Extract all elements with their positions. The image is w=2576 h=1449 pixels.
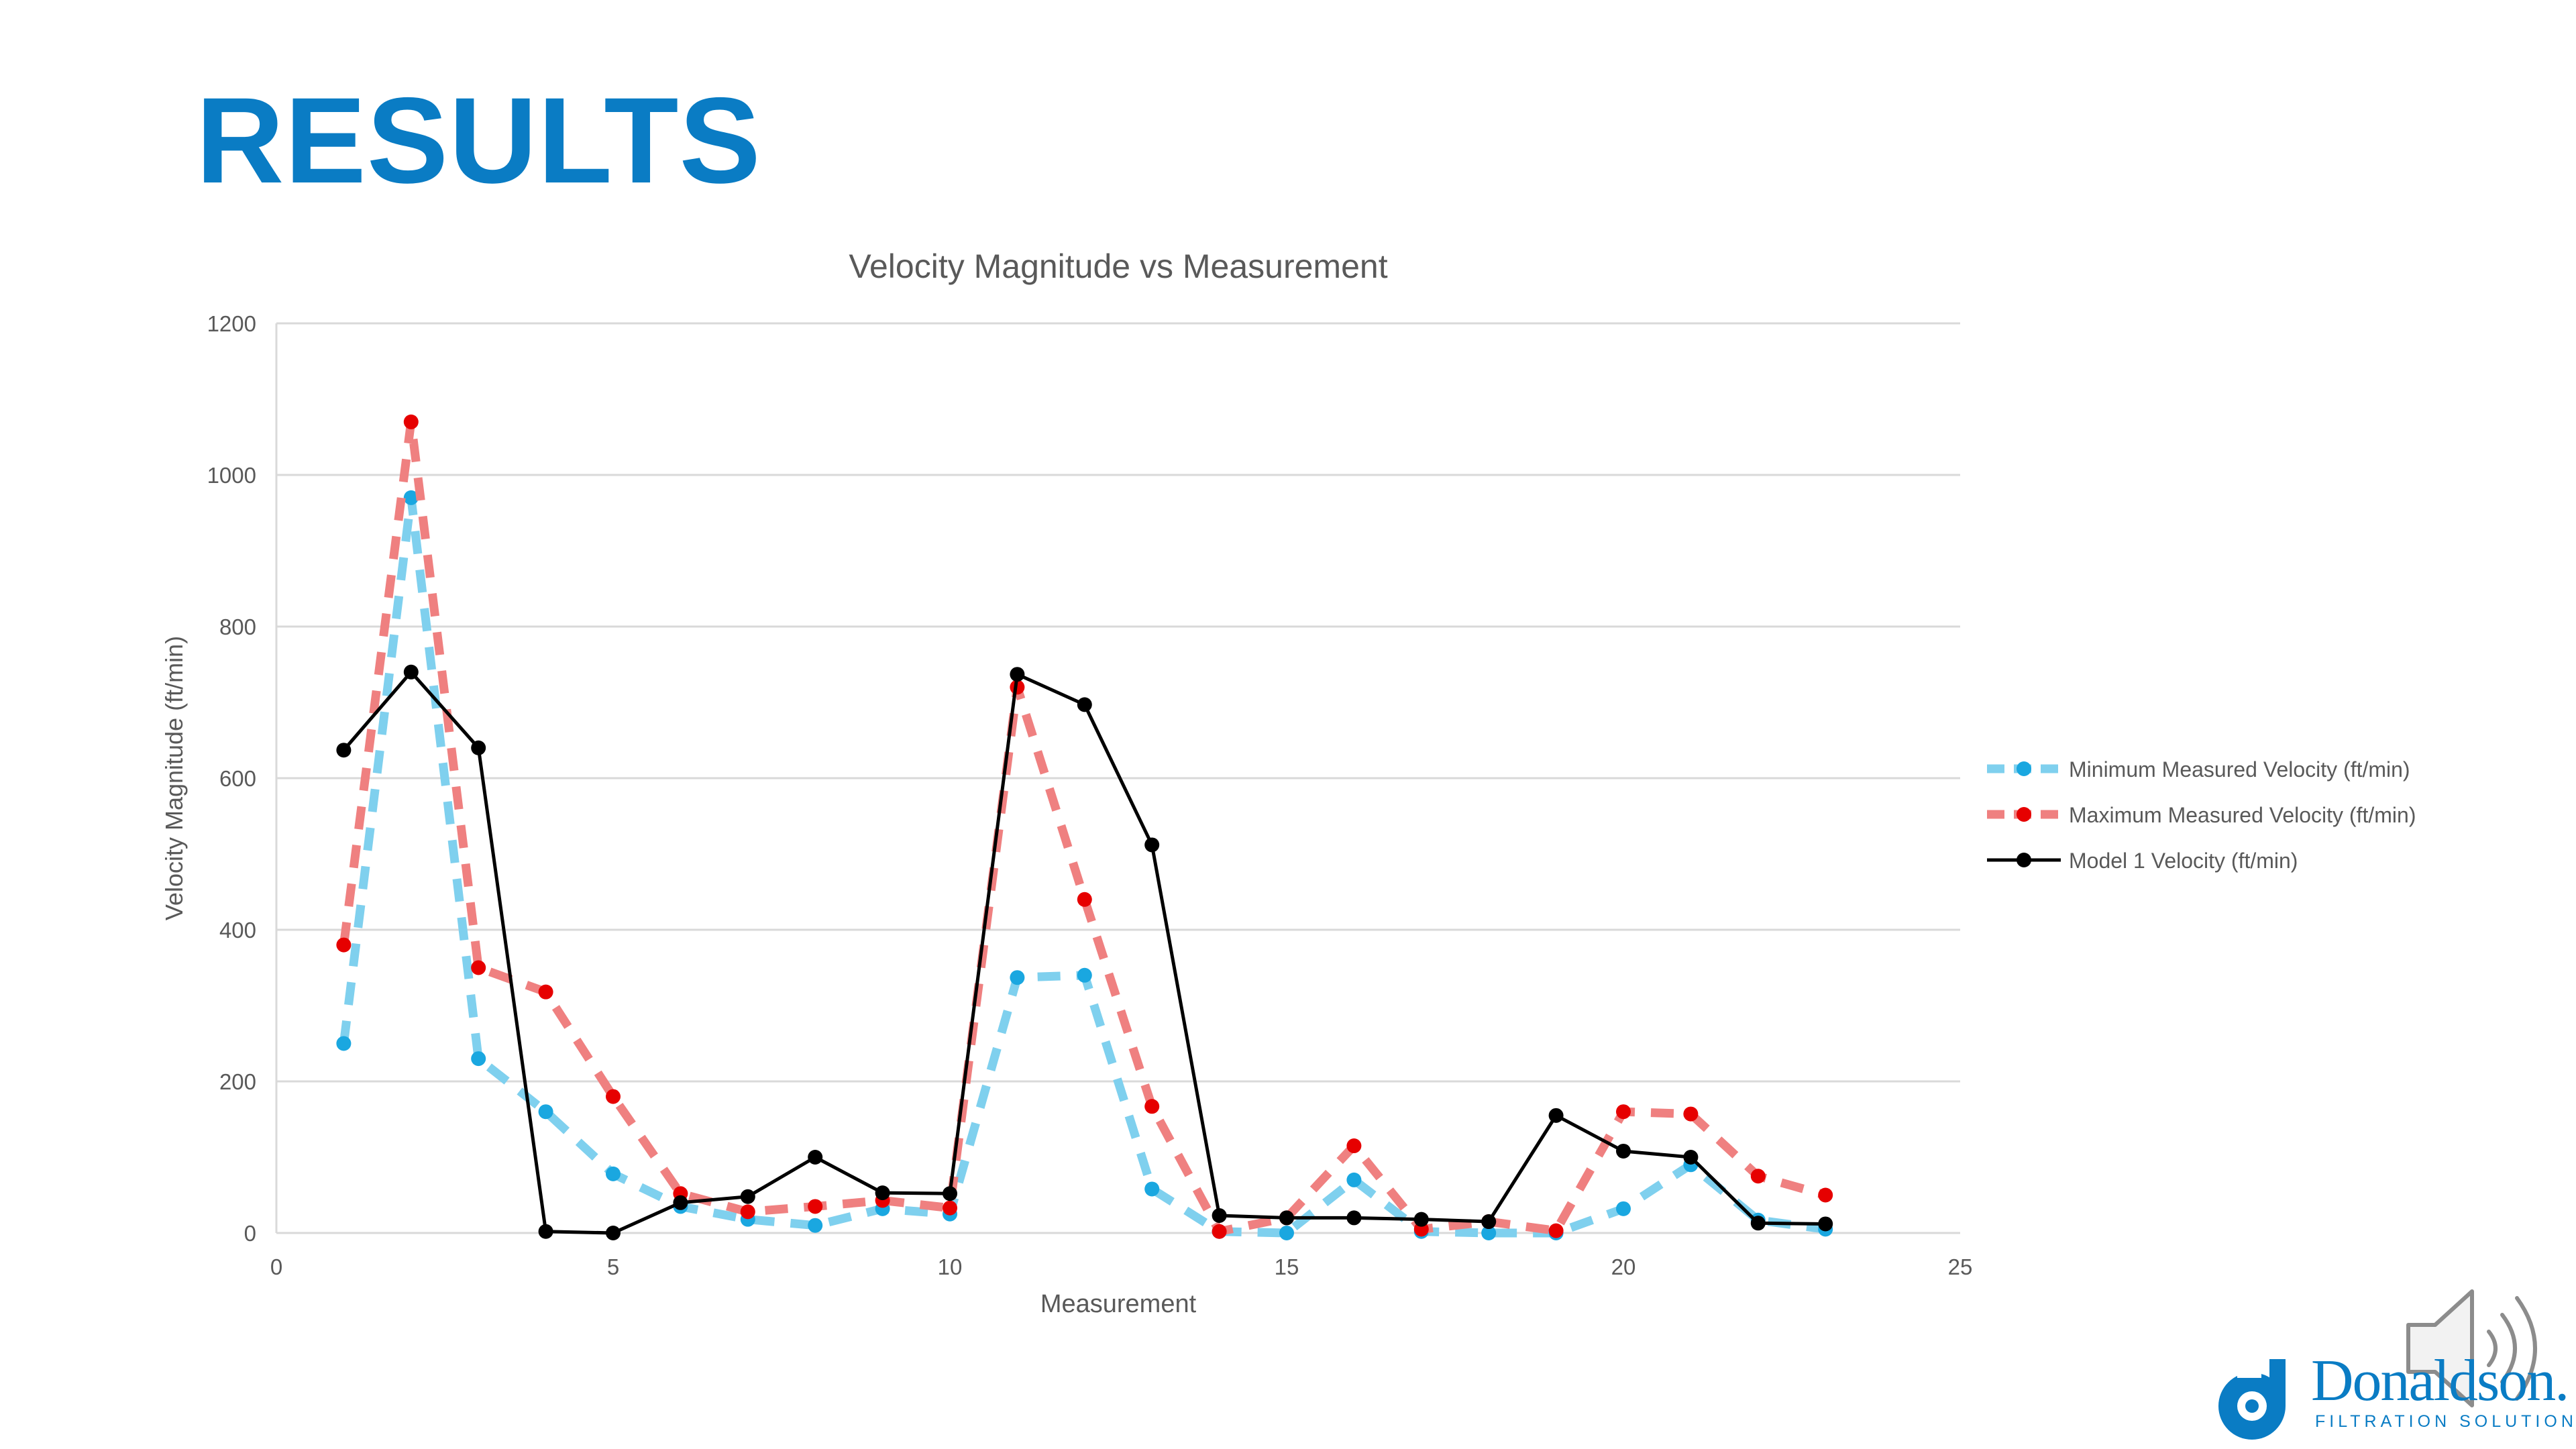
y-tick-label: 200 — [219, 1069, 256, 1094]
x-tick-label: 20 — [1611, 1254, 1636, 1279]
data-point — [808, 1150, 823, 1165]
brand-tagline: FILTRATION SOLUTIONS — [2315, 1412, 2576, 1431]
data-point — [808, 1218, 823, 1233]
y-axis-ticks: 0 200 400 600 800 1000 1200 — [207, 311, 256, 1246]
data-point — [1279, 1210, 1294, 1226]
chart-title: Velocity Magnitude vs Measurement — [849, 248, 1387, 285]
slide-title: RESULTS — [196, 72, 761, 209]
chart-legend: Minimum Measured Velocity (ft/min) Maximu… — [1987, 757, 2416, 873]
data-point — [471, 740, 486, 755]
y-tick-label: 800 — [219, 614, 256, 639]
legend-marker — [2017, 853, 2031, 867]
series-2 — [336, 414, 1833, 1239]
legend-item: Minimum Measured Velocity (ft/min) — [1987, 757, 2410, 782]
legend-item: Model 1 Velocity (ft/min) — [1987, 849, 2298, 873]
x-tick-label: 5 — [607, 1254, 619, 1279]
data-point — [471, 960, 486, 975]
data-point — [943, 1186, 957, 1201]
data-point — [1818, 1216, 1833, 1232]
x-tick-label: 10 — [938, 1254, 963, 1279]
data-point — [943, 1200, 957, 1216]
data-point — [1077, 892, 1092, 907]
series-3 — [336, 664, 1833, 1240]
data-point — [1683, 1150, 1699, 1165]
brand-name: Donaldson. — [2311, 1348, 2569, 1413]
data-point — [336, 743, 352, 758]
data-point — [740, 1189, 755, 1204]
data-point — [1481, 1214, 1497, 1230]
legend-label: Minimum Measured Velocity (ft/min) — [2069, 757, 2410, 782]
legend-marker — [2017, 807, 2031, 822]
y-tick-label: 600 — [219, 766, 256, 791]
y-tick-label: 1200 — [207, 311, 256, 336]
data-point — [538, 1104, 553, 1120]
data-point — [1077, 697, 1092, 712]
data-point — [1616, 1104, 1631, 1120]
donaldson-logo-icon — [2218, 1359, 2286, 1440]
brand-logo: Donaldson. FILTRATION SOLUTIONS — [2210, 1352, 2576, 1446]
data-point — [1346, 1210, 1362, 1226]
data-point — [673, 1195, 688, 1210]
data-point — [1346, 1138, 1362, 1154]
y-tick-label: 1000 — [207, 463, 256, 488]
data-point — [403, 414, 419, 429]
series-1 — [336, 490, 1833, 1240]
data-point — [1212, 1208, 1227, 1224]
data-point — [1279, 1226, 1294, 1240]
data-point — [1346, 1172, 1362, 1187]
x-tick-label: 25 — [1948, 1254, 1973, 1279]
data-point — [403, 490, 419, 505]
y-tick-label: 0 — [244, 1221, 256, 1246]
data-point — [471, 1051, 486, 1067]
speaker-icon[interactable] — [2395, 1275, 2556, 1422]
data-point — [1548, 1108, 1564, 1123]
y-tick-label: 400 — [219, 918, 256, 943]
y-axis-label: Velocity Magnitude (ft/min) — [160, 636, 188, 920]
data-point — [336, 937, 352, 953]
data-point — [1010, 970, 1025, 985]
data-point — [538, 1224, 553, 1239]
data-point — [740, 1204, 755, 1220]
legend-label: Model 1 Velocity (ft/min) — [2069, 849, 2298, 873]
data-point — [1818, 1187, 1833, 1203]
data-point — [1144, 1099, 1160, 1114]
data-point — [606, 1226, 621, 1240]
legend-item: Maximum Measured Velocity (ft/min) — [1987, 803, 2416, 827]
data-point — [1750, 1216, 1766, 1231]
x-axis-label: Measurement — [1040, 1290, 1197, 1318]
data-point — [538, 984, 553, 1000]
data-point — [808, 1199, 823, 1214]
data-point — [1413, 1212, 1429, 1227]
data-point — [1010, 667, 1025, 682]
data-point — [606, 1089, 621, 1104]
data-point — [1481, 1226, 1497, 1240]
data-point — [1616, 1143, 1631, 1159]
data-point — [1683, 1106, 1699, 1122]
data-point — [1077, 967, 1092, 983]
series-line — [339, 493, 1827, 1238]
data-point — [1144, 1181, 1160, 1197]
data-point — [336, 1036, 352, 1051]
x-tick-label: 0 — [270, 1254, 282, 1279]
data-point — [403, 664, 419, 680]
series-line — [339, 417, 1827, 1236]
data-point — [1750, 1169, 1766, 1184]
x-tick-label: 15 — [1275, 1254, 1299, 1279]
legend-marker — [2017, 761, 2031, 776]
data-point — [1144, 837, 1160, 853]
data-point — [1548, 1223, 1564, 1238]
legend-label: Maximum Measured Velocity (ft/min) — [2069, 803, 2416, 827]
data-point — [1616, 1201, 1631, 1216]
chart-series — [336, 414, 1833, 1240]
data-point — [1212, 1224, 1227, 1239]
data-point — [606, 1166, 621, 1181]
x-axis-ticks: 0 5 10 15 20 25 — [270, 1254, 1973, 1279]
data-point — [875, 1185, 890, 1201]
